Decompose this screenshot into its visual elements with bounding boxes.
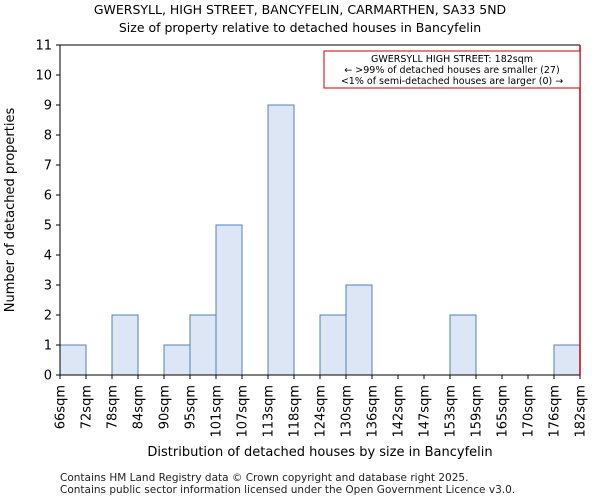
histogram-bar xyxy=(449,314,477,376)
footer-line-2: Contains public sector information licen… xyxy=(60,484,516,496)
x-tick-label: 182sqm xyxy=(574,385,589,438)
y-tick-label: 8 xyxy=(44,129,52,144)
x-tick-label: 101sqm xyxy=(210,385,225,438)
x-tick-label: 159sqm xyxy=(470,385,485,438)
x-tick-label: 124sqm xyxy=(314,385,329,438)
x-tick-label: 113sqm xyxy=(262,385,277,438)
y-tick-label: 11 xyxy=(35,39,52,54)
y-tick-label: 9 xyxy=(44,99,52,114)
histogram-bar xyxy=(553,344,581,376)
x-axis-label: Distribution of detached houses by size … xyxy=(147,445,492,460)
y-tick-label: 4 xyxy=(44,249,52,264)
x-tick-label: 72sqm xyxy=(80,385,95,429)
y-tick-label: 5 xyxy=(44,219,52,234)
annotation-line-2: ← >99% of detached houses are smaller (2… xyxy=(344,65,559,76)
x-tick-label: 165sqm xyxy=(496,385,511,438)
y-tick-label: 3 xyxy=(44,279,52,294)
histogram-bar xyxy=(345,284,373,376)
y-tick-label: 7 xyxy=(44,159,52,174)
y-axis-label: Number of detached properties xyxy=(3,108,18,313)
x-tick-label: 95sqm xyxy=(184,385,199,429)
histogram-bar xyxy=(267,104,295,376)
x-tick-label: 84sqm xyxy=(132,385,147,429)
annotation-line-3: <1% of semi-detached houses are larger (… xyxy=(341,76,563,87)
chart-title: GWERSYLL, HIGH STREET, BANCYFELIN, CARMA… xyxy=(93,2,507,17)
x-tick-label: 147sqm xyxy=(418,385,433,438)
x-tick-label: 90sqm xyxy=(158,385,173,429)
chart-subtitle: Size of property relative to detached ho… xyxy=(118,20,482,35)
histogram-bar xyxy=(189,314,217,376)
histogram-bar xyxy=(163,344,191,376)
y-tick-label: 2 xyxy=(44,309,52,324)
y-tick-label: 10 xyxy=(35,69,52,84)
footer-line-1: Contains HM Land Registry data © Crown c… xyxy=(60,472,469,484)
x-tick-label: 136sqm xyxy=(366,385,381,438)
x-tick-label: 78sqm xyxy=(106,385,121,429)
x-tick-label: 142sqm xyxy=(392,385,407,438)
annotation-box xyxy=(323,50,581,89)
x-tick-label: 118sqm xyxy=(288,385,303,438)
histogram-bar xyxy=(215,224,243,376)
x-tick-label: 153sqm xyxy=(444,385,459,438)
x-tick-label: 107sqm xyxy=(236,385,251,438)
y-tick-label: 1 xyxy=(44,339,52,354)
x-tick-label: 130sqm xyxy=(340,385,355,438)
histogram-bar xyxy=(319,314,347,376)
y-tick-label: 6 xyxy=(44,189,52,204)
x-tick-label: 176sqm xyxy=(548,385,563,438)
x-tick-label: 170sqm xyxy=(522,385,537,438)
y-tick-label: 0 xyxy=(44,369,52,384)
histogram-bar xyxy=(111,314,139,376)
x-tick-label: 66sqm xyxy=(54,385,69,429)
annotation-line-1: GWERSYLL HIGH STREET: 182sqm xyxy=(371,54,533,65)
histogram-bar xyxy=(59,344,87,376)
